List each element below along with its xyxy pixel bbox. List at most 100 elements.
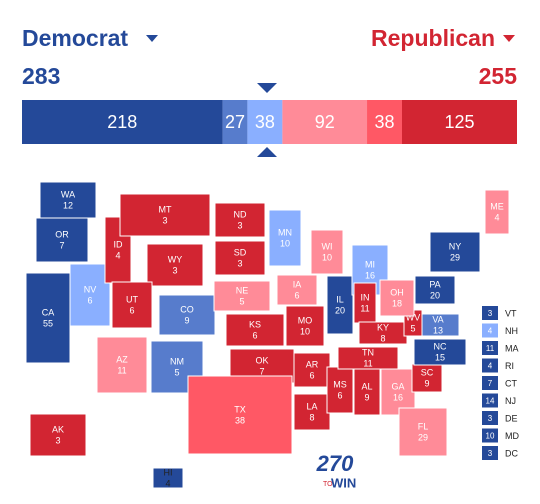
state-votes: 10 bbox=[322, 252, 332, 262]
state-abbr: WY bbox=[168, 254, 183, 264]
small-state-box[interactable] bbox=[482, 446, 498, 460]
small-state-box[interactable] bbox=[482, 428, 498, 443]
state[interactable] bbox=[25, 272, 71, 364]
small-state-abbr: NJ bbox=[505, 396, 516, 406]
state[interactable] bbox=[414, 275, 456, 305]
dropdown-arrow[interactable] bbox=[503, 35, 515, 42]
segment-label: 92 bbox=[315, 112, 335, 132]
state-abbr: HI bbox=[164, 467, 173, 477]
state[interactable] bbox=[152, 467, 184, 489]
state[interactable] bbox=[214, 240, 266, 276]
party-name[interactable]: Republican bbox=[371, 25, 495, 51]
state[interactable] bbox=[187, 375, 293, 455]
small-state-box[interactable] bbox=[482, 376, 498, 390]
state-abbr: MS bbox=[333, 379, 347, 389]
state[interactable] bbox=[39, 181, 97, 219]
segment-label: 38 bbox=[255, 112, 275, 132]
bar-segment bbox=[222, 100, 248, 144]
state[interactable] bbox=[146, 243, 204, 287]
party-name[interactable]: Democrat bbox=[22, 25, 128, 51]
seat-bar: 218 27 38 92 38 125 bbox=[22, 100, 517, 144]
state-abbr: KY bbox=[377, 322, 389, 332]
state[interactable] bbox=[213, 280, 271, 312]
state-votes: 7 bbox=[259, 366, 264, 376]
state[interactable] bbox=[380, 368, 416, 416]
state-abbr: WI bbox=[322, 241, 333, 251]
state-abbr: MN bbox=[278, 227, 292, 237]
state-votes: 29 bbox=[450, 252, 460, 262]
state[interactable] bbox=[285, 305, 325, 347]
state[interactable] bbox=[379, 279, 415, 317]
small-state-box[interactable] bbox=[482, 306, 498, 320]
midpoint-marker bbox=[257, 83, 277, 93]
state[interactable] bbox=[214, 202, 266, 238]
small-state-box[interactable] bbox=[482, 358, 498, 373]
state[interactable] bbox=[429, 231, 481, 273]
state-votes: 10 bbox=[300, 326, 310, 336]
state-votes: 16 bbox=[393, 392, 403, 402]
state[interactable] bbox=[276, 274, 318, 306]
segment-label: 38 bbox=[374, 112, 394, 132]
state-abbr: NV bbox=[84, 284, 97, 294]
state[interactable] bbox=[326, 275, 354, 335]
state-abbr: CO bbox=[180, 304, 194, 314]
state-votes: 55 bbox=[43, 318, 53, 328]
small-state-box[interactable] bbox=[482, 323, 498, 338]
state[interactable] bbox=[326, 366, 354, 414]
state[interactable] bbox=[293, 393, 331, 431]
party-total: 255 bbox=[479, 63, 518, 89]
state[interactable] bbox=[158, 294, 216, 336]
state-abbr: PA bbox=[429, 279, 440, 289]
dropdown-arrow[interactable] bbox=[146, 35, 158, 42]
state[interactable] bbox=[29, 413, 87, 457]
small-state-votes: 4 bbox=[488, 362, 493, 371]
small-state-abbr: DC bbox=[505, 448, 518, 458]
state-abbr: AZ bbox=[116, 354, 128, 364]
state-abbr: NC bbox=[434, 341, 447, 351]
state[interactable] bbox=[353, 368, 381, 416]
us-map: WA12OR7CA55NV6ID4MT3WY3UT6AZ11CO9NM5ND3S… bbox=[25, 181, 510, 489]
state-abbr: WV bbox=[406, 312, 421, 322]
small-state-votes: 3 bbox=[488, 414, 493, 423]
bar-segment bbox=[401, 100, 517, 144]
state-abbr: TN bbox=[362, 347, 374, 357]
state[interactable] bbox=[69, 263, 111, 327]
state-votes: 29 bbox=[418, 432, 428, 442]
small-state-box[interactable] bbox=[482, 341, 498, 355]
small-state-box[interactable] bbox=[482, 393, 498, 408]
state-votes: 3 bbox=[237, 258, 242, 268]
bar-segment bbox=[282, 100, 368, 144]
state-votes: 16 bbox=[365, 270, 375, 280]
state-votes: 38 bbox=[235, 415, 245, 425]
logo-word: WIN bbox=[331, 475, 356, 490]
state-abbr: CA bbox=[42, 307, 55, 317]
small-state-box[interactable] bbox=[482, 411, 498, 425]
state[interactable] bbox=[310, 229, 344, 275]
state[interactable] bbox=[398, 407, 448, 457]
small-states-list: 3 VT 4 NH 11 MA 4 RI 7 CT 14 NJ 3 DE 10 MD 3 DC bbox=[482, 306, 519, 460]
state-votes: 6 bbox=[294, 290, 299, 300]
state-abbr: NM bbox=[170, 356, 184, 366]
state[interactable] bbox=[35, 217, 89, 263]
small-state-votes: 3 bbox=[488, 309, 493, 318]
state[interactable] bbox=[413, 338, 467, 366]
small-state-votes: 14 bbox=[486, 397, 495, 406]
state-votes: 3 bbox=[162, 215, 167, 225]
state[interactable] bbox=[293, 352, 331, 388]
state[interactable] bbox=[111, 281, 153, 329]
state-votes: 4 bbox=[115, 250, 120, 260]
state[interactable] bbox=[225, 313, 285, 347]
state[interactable] bbox=[119, 193, 211, 237]
state-abbr: OH bbox=[390, 287, 404, 297]
state-votes: 4 bbox=[165, 478, 170, 488]
state[interactable] bbox=[96, 336, 148, 394]
state[interactable] bbox=[268, 209, 302, 267]
state-votes: 8 bbox=[309, 412, 314, 422]
small-state-votes: 7 bbox=[488, 379, 493, 388]
state-abbr: AR bbox=[306, 359, 319, 369]
bar-segment bbox=[247, 100, 283, 144]
state-votes: 5 bbox=[239, 296, 244, 306]
state[interactable] bbox=[484, 189, 510, 235]
state-votes: 11 bbox=[363, 358, 372, 368]
